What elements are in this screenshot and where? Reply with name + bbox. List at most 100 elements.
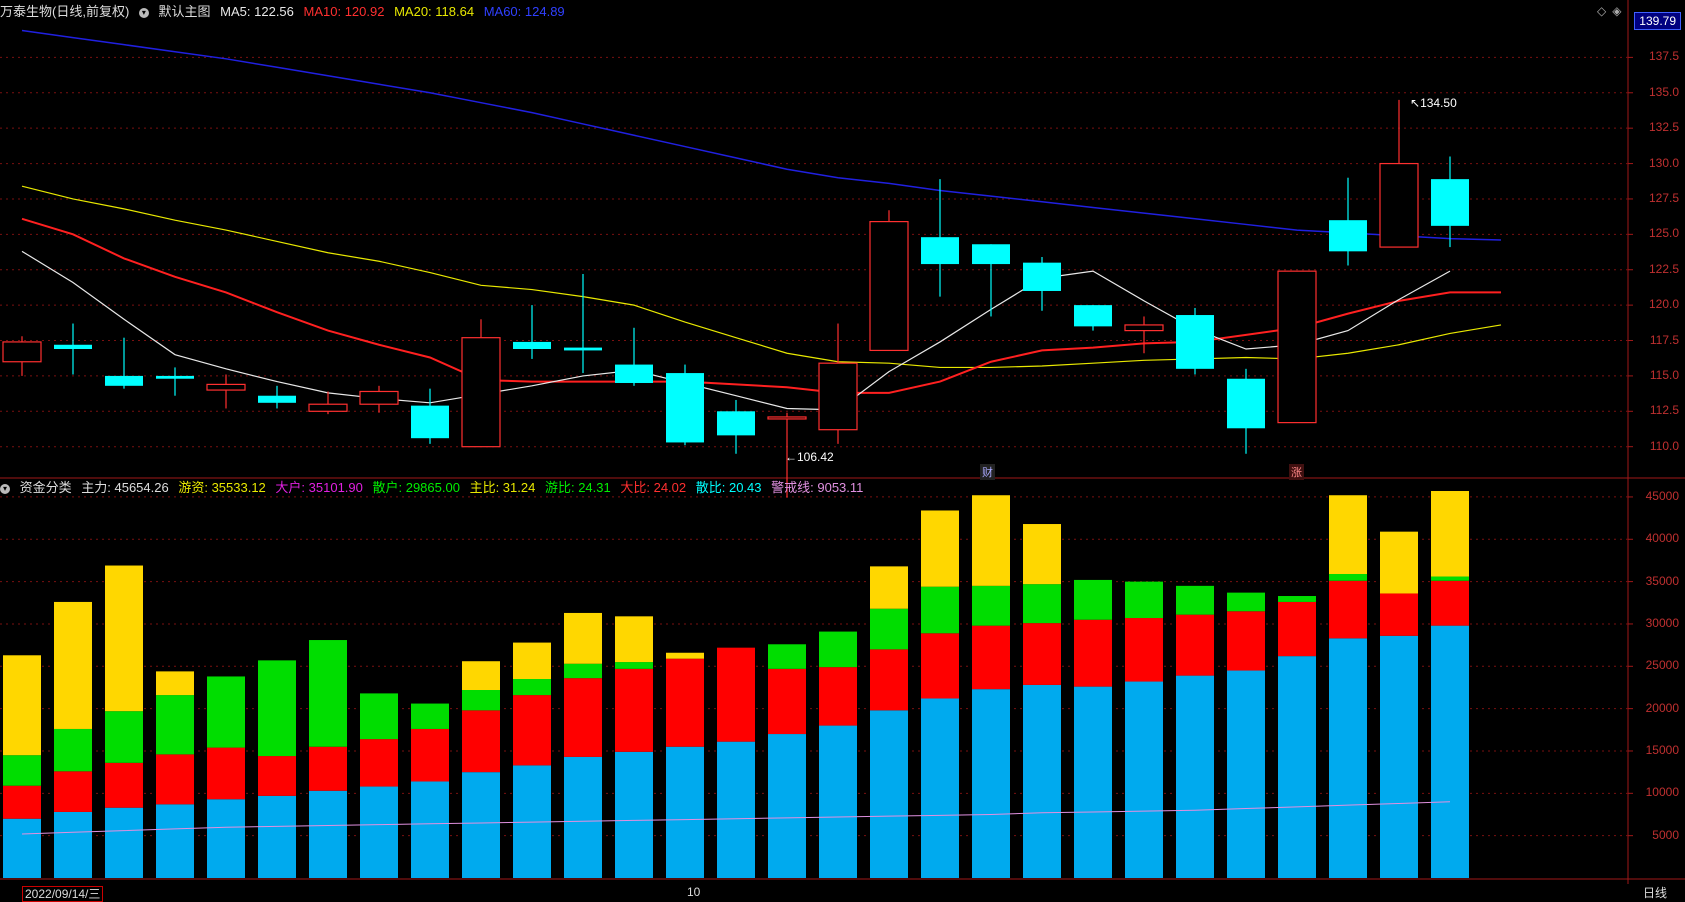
dropdown-icon[interactable]: ▾: [0, 483, 10, 494]
bar-dahu: [972, 625, 1010, 690]
price-axis-label: 112.5: [1649, 403, 1679, 418]
bar-sanhu: [870, 710, 908, 878]
bar-dahu: [666, 658, 704, 747]
candle-body-down: [972, 244, 1010, 265]
low-price-annotation: ←106.42: [785, 450, 834, 464]
alert-line-value: 警戒线: 9053.11: [771, 480, 864, 495]
youzi-value: 游资: 35533.12: [178, 480, 266, 495]
bar-youzi: [1074, 579, 1112, 620]
bar-youzi: [1329, 573, 1367, 581]
candle-body-down: [564, 347, 602, 351]
bar-youzi: [156, 695, 194, 755]
bar-dahu: [156, 754, 194, 805]
bar-youzi: [258, 660, 296, 757]
indicator-name[interactable]: 资金分类: [19, 480, 72, 495]
candle-body-down: [1329, 220, 1367, 252]
bar-youzi: [1176, 585, 1214, 615]
chart-toolbar-icons[interactable]: ◇◈: [1597, 4, 1628, 18]
zhuli-value: 主力: 45654.26: [81, 480, 169, 495]
candle-body-down: [156, 375, 194, 379]
bar-youzi: [1227, 592, 1265, 612]
bar-youzi: [615, 662, 653, 669]
volume-axis-label: 40000: [1645, 531, 1679, 546]
price-chart-header: 万泰生物(日线,前复权) ▾ 默认主图 MA5: 122.56 MA10: 12…: [0, 2, 571, 22]
bar-dahu: [1074, 619, 1112, 687]
bar-youzi: [309, 640, 347, 747]
bar-sanhu: [1380, 635, 1418, 878]
ma20-line: [21, 185, 1502, 369]
bar-dahu: [1125, 618, 1163, 682]
bar-sanhu: [3, 818, 41, 878]
candle-body-down: [1074, 305, 1112, 327]
bar-dahu: [717, 647, 755, 742]
bar-zhuli: [564, 612, 602, 664]
bar-youzi: [870, 608, 908, 650]
bar-zhuli: [462, 661, 500, 691]
price-axis-label: 120.0: [1648, 297, 1679, 312]
candle-body-up: [818, 362, 858, 431]
bar-sanhu: [615, 751, 653, 878]
zhubi-value: 主比: 31.24: [469, 480, 536, 495]
bar-sanhu: [54, 811, 92, 878]
bar-dahu: [54, 771, 92, 812]
bar-dahu: [1431, 580, 1469, 626]
price-axis-label: 122.5: [1648, 261, 1679, 276]
bar-sanhu: [1227, 670, 1265, 878]
bar-sanhu: [1074, 686, 1112, 878]
bar-sanhu: [564, 756, 602, 878]
candle-body-down: [1176, 315, 1214, 369]
bar-sanhu: [258, 795, 296, 878]
youbi-value: 游比: 24.31: [544, 480, 611, 495]
candle-body-down: [1023, 262, 1061, 291]
bar-sanhu: [1023, 684, 1061, 878]
bar-youzi: [360, 693, 398, 740]
bar-youzi: [768, 644, 806, 669]
bar-sanhu: [1125, 681, 1163, 878]
bar-dahu: [1227, 611, 1265, 671]
bar-sanhu: [1176, 675, 1214, 878]
stock-name[interactable]: 万泰生物(日线,前复权): [0, 4, 130, 19]
price-axis-label: 135.0: [1648, 84, 1679, 99]
volume-axis-label: 15000: [1645, 742, 1679, 757]
bar-youzi: [564, 663, 602, 679]
bar-dahu: [870, 649, 908, 711]
bar-zhuli: [1380, 531, 1418, 594]
main-chart-label[interactable]: 默认主图: [158, 4, 211, 19]
event-marker-rise[interactable]: 涨: [1289, 464, 1304, 480]
bar-dahu: [3, 785, 41, 819]
bar-zhuli: [1023, 524, 1061, 585]
sanbi-value: 散比: 20.43: [695, 480, 762, 495]
candle-body-up: [206, 383, 246, 391]
dahu-value: 大户: 35101.90: [275, 480, 363, 495]
bar-dahu: [1176, 614, 1214, 676]
price-axis-label: 115.0: [1649, 367, 1679, 382]
bar-youzi: [1431, 576, 1469, 581]
price-axis-label: 127.5: [1648, 190, 1679, 205]
dabi-value: 大比: 24.02: [620, 480, 687, 495]
bar-sanhu: [411, 781, 449, 878]
event-marker-finance[interactable]: 财: [980, 464, 995, 480]
bar-dahu: [1329, 580, 1367, 639]
indicator-header: ▾ 资金分类 主力: 45654.26 游资: 35533.12 大户: 351…: [0, 478, 869, 498]
candle-body-up: [461, 337, 501, 448]
bar-dahu: [309, 746, 347, 791]
bar-youzi: [411, 703, 449, 729]
candle-body-down: [513, 341, 551, 350]
bar-youzi: [1278, 596, 1316, 602]
bar-sanhu: [207, 799, 245, 878]
candle-body-down: [666, 373, 704, 443]
candle-body-up: [869, 221, 909, 352]
ma5-value: MA5: 122.56: [220, 4, 294, 19]
bar-youzi: [972, 585, 1010, 626]
dropdown-icon[interactable]: ▾: [138, 7, 149, 18]
bar-sanhu: [360, 786, 398, 878]
ma10-value: MA10: 120.92: [303, 4, 385, 19]
candle-body-up: [1379, 162, 1419, 248]
bar-youzi: [3, 755, 41, 786]
bar-youzi: [462, 690, 500, 711]
bar-zhuli: [54, 601, 92, 729]
period-label[interactable]: 日线: [1642, 886, 1667, 900]
price-axis-label: 137.5: [1648, 49, 1679, 64]
bar-youzi: [513, 679, 551, 696]
